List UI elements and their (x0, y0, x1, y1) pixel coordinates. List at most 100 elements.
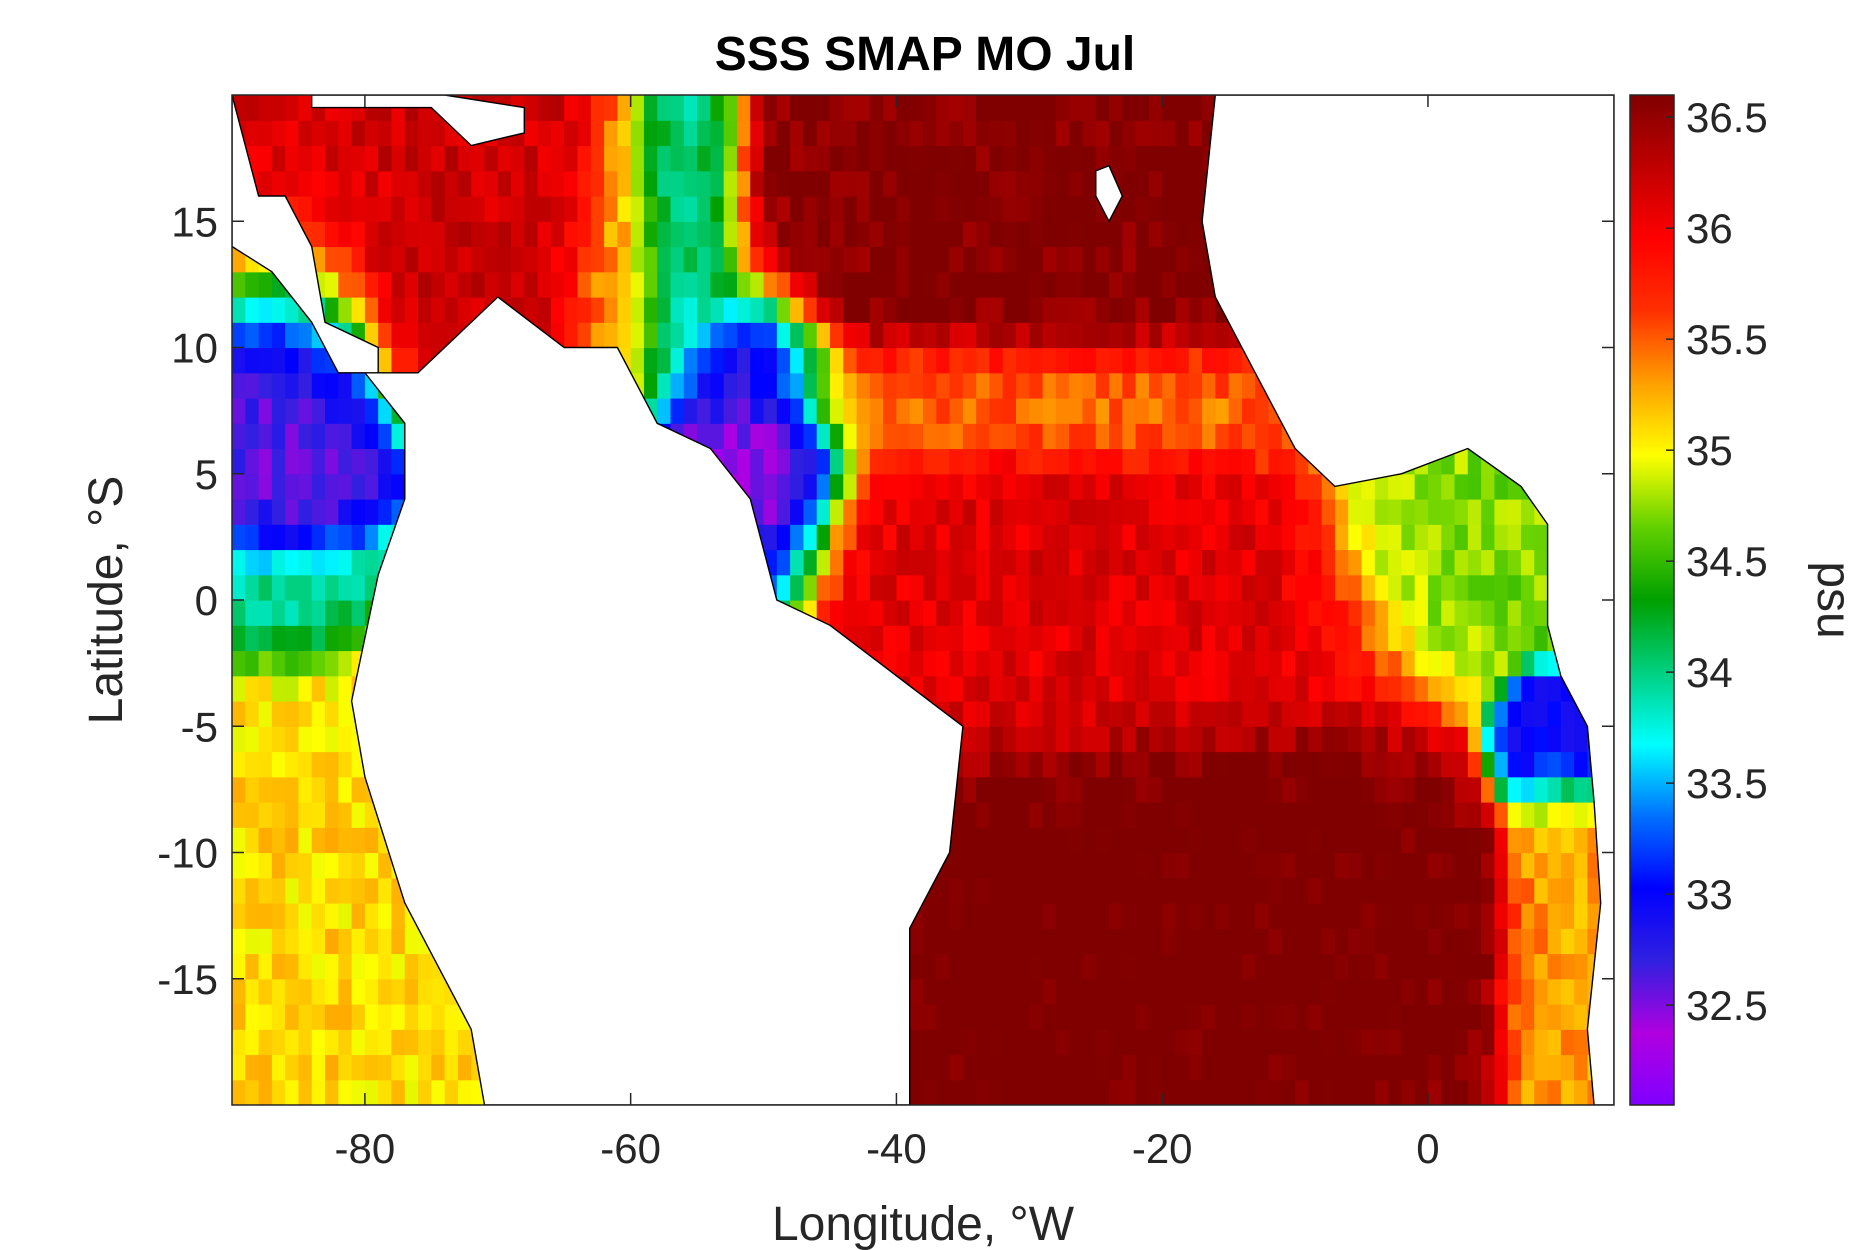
heatmap-cell (351, 600, 366, 626)
heatmap-cell (351, 978, 366, 1005)
heatmap-cell (298, 448, 313, 475)
heatmap-cell (617, 221, 632, 248)
heatmap-cell (1454, 802, 1469, 828)
heatmap-cell (258, 1004, 273, 1030)
heatmap-cell (962, 903, 977, 929)
heatmap-cell (497, 221, 512, 248)
heatmap-cell (351, 524, 366, 551)
heatmap-cell (311, 574, 326, 601)
heatmap-cell (378, 903, 393, 929)
heatmap-cell (431, 145, 446, 172)
heatmap-cell (1334, 928, 1349, 955)
heatmap-cell (1308, 903, 1323, 929)
heatmap-cell (1069, 877, 1084, 904)
heatmap-cell (989, 751, 1004, 778)
heatmap-cell (1467, 650, 1482, 677)
heatmap-cell (923, 978, 937, 1005)
heatmap-cell (869, 574, 884, 601)
heatmap-cell (1361, 549, 1376, 576)
heatmap-cell (617, 246, 632, 273)
heatmap-cell (338, 701, 353, 727)
heatmap-cell (1534, 726, 1549, 753)
heatmap-cell (590, 322, 605, 349)
heatmap-cell (976, 726, 991, 753)
heatmap-cell (1507, 928, 1522, 955)
heatmap-cell (776, 398, 791, 424)
heatmap-cell (1042, 701, 1057, 727)
heatmap-cell (1441, 827, 1456, 854)
heatmap-cell (803, 423, 818, 450)
heatmap-cell (1467, 726, 1482, 753)
heatmap-cell (338, 928, 353, 955)
heatmap-cell (1255, 877, 1270, 904)
heatmap-cell (1520, 499, 1535, 525)
heatmap-cell (896, 196, 911, 222)
heatmap-cell (1082, 448, 1097, 475)
heatmap-cell (285, 1004, 300, 1030)
heatmap-cell (1560, 776, 1575, 803)
heatmap-cell (1135, 650, 1150, 677)
heatmap-cell (989, 1079, 1004, 1105)
heatmap-cell (1534, 524, 1549, 551)
heatmap-cell (1095, 347, 1110, 374)
heatmap-cell (1016, 928, 1030, 955)
heatmap-cell (550, 120, 565, 147)
heatmap-cell (1055, 574, 1070, 601)
heatmap-cell (1109, 271, 1123, 298)
heatmap-cell (869, 600, 884, 626)
heatmap-cell (1454, 726, 1469, 753)
heatmap-cell (962, 448, 977, 475)
heatmap-cell (790, 574, 805, 601)
heatmap-cell (1494, 549, 1509, 576)
heatmap-cell (1148, 1079, 1163, 1105)
heatmap-cell (351, 221, 366, 248)
heatmap-cell (803, 524, 818, 551)
heatmap-cell (1481, 802, 1496, 828)
heatmap-cell (657, 196, 672, 222)
heatmap-cell (1175, 372, 1190, 399)
heatmap-cell (1069, 1079, 1084, 1105)
heatmap-cell (1095, 1004, 1110, 1030)
heatmap-cell (736, 196, 751, 222)
heatmap-cell (391, 448, 406, 475)
heatmap-cell (962, 877, 977, 904)
heatmap-cell (1202, 726, 1216, 753)
heatmap-cell (285, 524, 300, 551)
heatmap-cell (962, 499, 977, 525)
heatmap-cell (1016, 524, 1030, 551)
heatmap-cell (1388, 574, 1402, 601)
heatmap-cell (1228, 978, 1243, 1005)
heatmap-cell (1255, 903, 1270, 929)
heatmap-cell (1348, 953, 1363, 980)
heatmap-cell (1494, 751, 1509, 778)
heatmap-cell (962, 726, 977, 753)
heatmap-cell (1481, 499, 1496, 525)
heatmap-cell (1109, 903, 1123, 929)
heatmap-cell (1388, 1029, 1402, 1056)
heatmap-cell (1255, 600, 1270, 626)
heatmap-cell (1348, 600, 1363, 626)
heatmap-cell (1162, 372, 1177, 399)
heatmap-cell (245, 625, 260, 652)
heatmap-cell (338, 549, 353, 576)
heatmap-cell (1574, 1054, 1589, 1081)
heatmap-cell (1494, 726, 1509, 753)
heatmap-cell (1109, 600, 1123, 626)
heatmap-cell (1135, 928, 1150, 955)
heatmap-cell (1016, 221, 1030, 248)
heatmap-cell (338, 1029, 353, 1056)
heatmap-cell (1255, 574, 1270, 601)
y-tick-label: -10 (157, 830, 218, 877)
heatmap-cell (1281, 625, 1296, 652)
heatmap-cell (577, 120, 592, 147)
heatmap-cell (1268, 675, 1283, 702)
heatmap-cell (404, 1079, 419, 1105)
heatmap-cell (1135, 1079, 1150, 1105)
heatmap-cell (843, 347, 858, 374)
heatmap-cell (1334, 1079, 1349, 1105)
heatmap-cell (1082, 120, 1097, 147)
heatmap-cell (245, 473, 260, 500)
heatmap-cell (271, 600, 286, 626)
heatmap-cell (364, 1029, 379, 1056)
heatmap-cell (577, 145, 592, 172)
